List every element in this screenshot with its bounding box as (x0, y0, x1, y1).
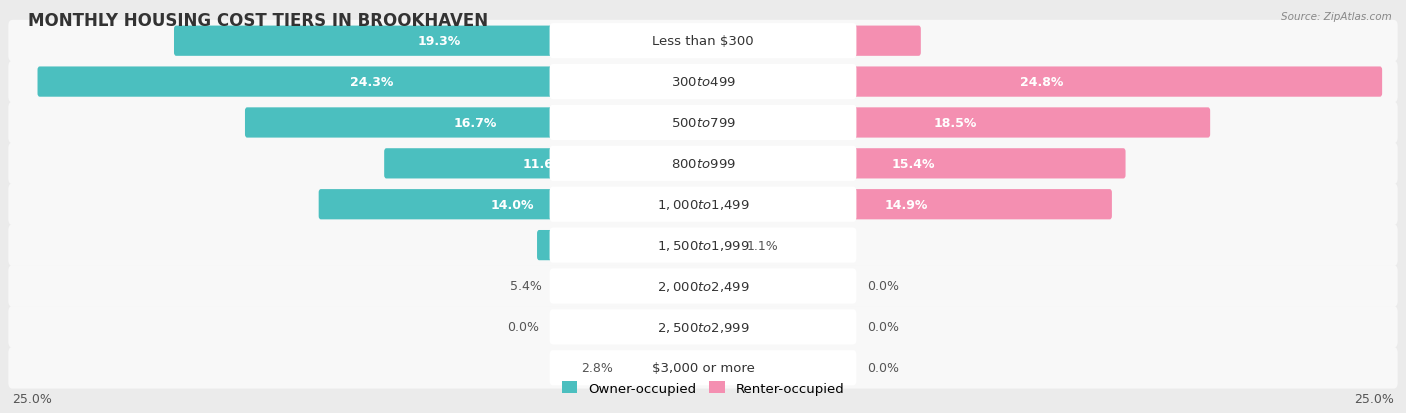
Text: 6.0%: 6.0% (603, 239, 638, 252)
FancyBboxPatch shape (550, 147, 856, 181)
Text: 19.3%: 19.3% (418, 35, 461, 48)
Text: 25.0%: 25.0% (13, 392, 52, 405)
FancyBboxPatch shape (700, 230, 735, 261)
FancyBboxPatch shape (700, 149, 1126, 179)
FancyBboxPatch shape (38, 67, 706, 97)
Text: $500 to $799: $500 to $799 (671, 117, 735, 130)
FancyBboxPatch shape (624, 353, 706, 383)
Legend: Owner-occupied, Renter-occupied: Owner-occupied, Renter-occupied (557, 376, 849, 400)
Text: 0.0%: 0.0% (866, 280, 898, 293)
FancyBboxPatch shape (550, 310, 856, 344)
FancyBboxPatch shape (700, 67, 1382, 97)
FancyBboxPatch shape (700, 108, 1211, 138)
Text: Less than $300: Less than $300 (652, 35, 754, 48)
FancyBboxPatch shape (537, 230, 706, 261)
Text: MONTHLY HOUSING COST TIERS IN BROOKHAVEN: MONTHLY HOUSING COST TIERS IN BROOKHAVEN (28, 12, 488, 30)
Text: 14.9%: 14.9% (884, 198, 928, 211)
Text: 0.0%: 0.0% (508, 320, 540, 334)
Text: 15.4%: 15.4% (891, 157, 935, 171)
Text: 2.8%: 2.8% (581, 361, 613, 374)
Text: 1.1%: 1.1% (747, 239, 779, 252)
Text: $1,500 to $1,999: $1,500 to $1,999 (657, 239, 749, 252)
FancyBboxPatch shape (8, 102, 1398, 144)
FancyBboxPatch shape (700, 26, 921, 57)
FancyBboxPatch shape (8, 143, 1398, 185)
FancyBboxPatch shape (550, 269, 856, 304)
Text: 24.3%: 24.3% (350, 76, 394, 89)
FancyBboxPatch shape (8, 21, 1398, 62)
FancyBboxPatch shape (550, 187, 856, 222)
Text: 18.5%: 18.5% (934, 117, 977, 130)
FancyBboxPatch shape (550, 228, 856, 263)
FancyBboxPatch shape (8, 266, 1398, 307)
FancyBboxPatch shape (550, 106, 856, 141)
Text: 5.4%: 5.4% (510, 280, 541, 293)
Text: Source: ZipAtlas.com: Source: ZipAtlas.com (1281, 12, 1392, 22)
FancyBboxPatch shape (174, 26, 706, 57)
FancyBboxPatch shape (554, 271, 706, 301)
Text: $2,500 to $2,999: $2,500 to $2,999 (657, 320, 749, 334)
Text: 7.9%: 7.9% (793, 35, 828, 48)
Text: 25.0%: 25.0% (1354, 392, 1393, 405)
FancyBboxPatch shape (8, 347, 1398, 389)
FancyBboxPatch shape (8, 306, 1398, 348)
Text: $300 to $499: $300 to $499 (671, 76, 735, 89)
FancyBboxPatch shape (245, 108, 706, 138)
Text: $800 to $999: $800 to $999 (671, 157, 735, 171)
Text: 0.0%: 0.0% (866, 320, 898, 334)
Text: $1,000 to $1,499: $1,000 to $1,499 (657, 198, 749, 212)
FancyBboxPatch shape (550, 65, 856, 100)
FancyBboxPatch shape (8, 184, 1398, 225)
FancyBboxPatch shape (550, 350, 856, 385)
FancyBboxPatch shape (384, 149, 706, 179)
Text: 16.7%: 16.7% (453, 117, 496, 130)
Text: 0.0%: 0.0% (866, 361, 898, 374)
Text: $2,000 to $2,499: $2,000 to $2,499 (657, 279, 749, 293)
FancyBboxPatch shape (319, 190, 706, 220)
Text: 11.6%: 11.6% (523, 157, 567, 171)
FancyBboxPatch shape (8, 225, 1398, 266)
FancyBboxPatch shape (550, 24, 856, 59)
FancyBboxPatch shape (8, 62, 1398, 103)
FancyBboxPatch shape (700, 190, 1112, 220)
Text: 24.8%: 24.8% (1019, 76, 1063, 89)
Text: $3,000 or more: $3,000 or more (651, 361, 755, 374)
Text: 14.0%: 14.0% (491, 198, 534, 211)
